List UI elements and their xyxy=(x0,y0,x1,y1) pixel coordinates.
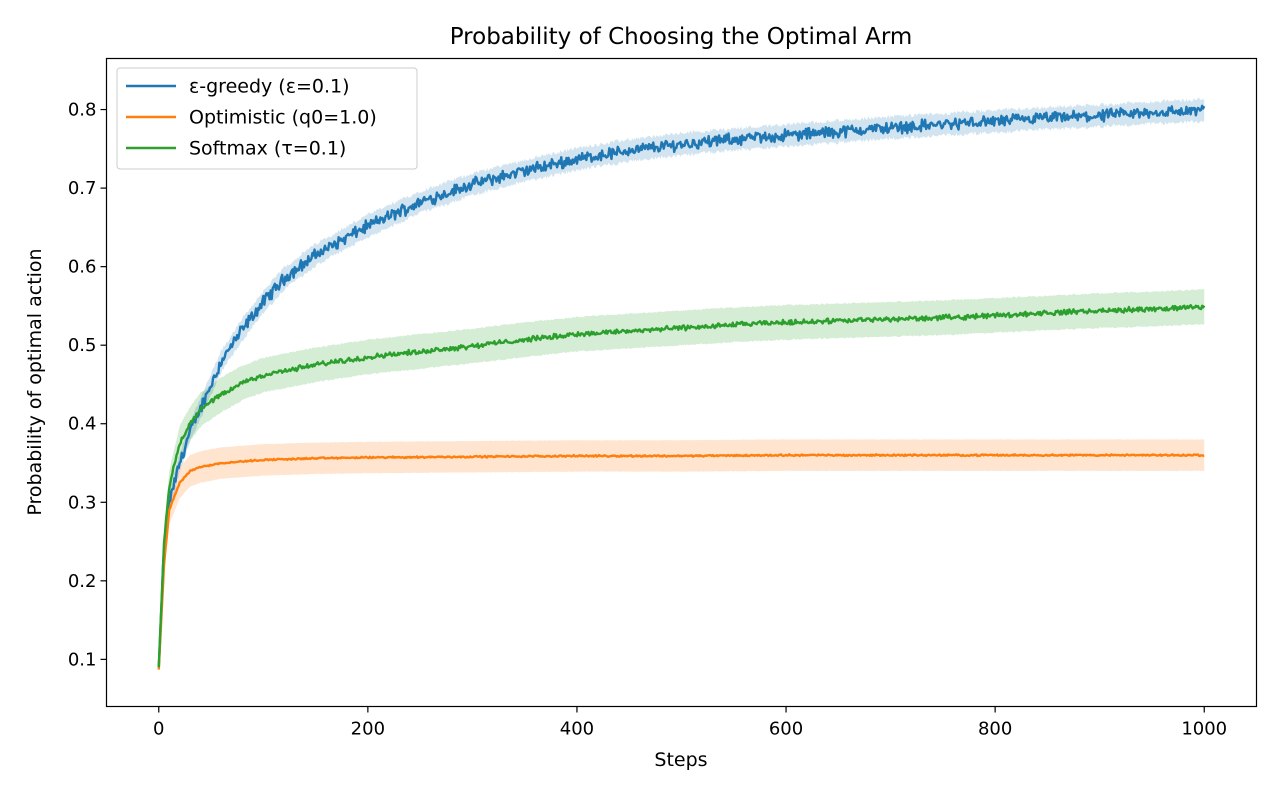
legend-box xyxy=(116,67,418,170)
y-axis-ticks: 0.1 0.2 0.3 0.4 0.5 0.6 0.7 0.8 xyxy=(68,100,107,670)
x-tick-label: 200 xyxy=(351,719,385,740)
x-tick-label: 600 xyxy=(769,719,803,740)
legend-label-2: Softmax (τ=0.1) xyxy=(189,138,346,160)
legend-label-1: Optimistic (q0=1.0) xyxy=(189,107,377,129)
series-line-2 xyxy=(157,303,1206,668)
series-band-1 xyxy=(158,439,1205,674)
y-axis-label: Probability of optimal action xyxy=(24,248,46,515)
x-axis-label: Steps xyxy=(654,749,707,771)
plot-area xyxy=(157,97,1206,674)
series-line-0 xyxy=(157,104,1206,668)
y-tick-label: 0.1 xyxy=(68,649,97,670)
legend: ε-greedy (ε=0.1) Optimistic (q0=1.0) Softm… xyxy=(116,67,418,170)
series-band-0 xyxy=(158,97,1205,672)
y-tick-label: 0.3 xyxy=(68,492,97,513)
confidence-bands xyxy=(158,97,1205,674)
y-tick-label: 0.4 xyxy=(68,414,97,435)
series-lines xyxy=(157,104,1206,670)
x-tick-label: 0 xyxy=(153,719,164,740)
x-tick-label: 1000 xyxy=(1181,719,1227,740)
series-line-1 xyxy=(157,453,1205,670)
y-tick-label: 0.8 xyxy=(68,100,97,121)
y-tick-label: 0.6 xyxy=(68,257,97,278)
chart-title: Probability of Choosing the Optimal Arm xyxy=(450,24,913,50)
axes-frame xyxy=(105,57,1258,708)
legend-label-0: ε-greedy (ε=0.1) xyxy=(189,76,350,98)
x-tick-label: 800 xyxy=(978,719,1012,740)
y-tick-label: 0.5 xyxy=(68,335,97,356)
x-tick-label: 400 xyxy=(560,719,594,740)
y-tick-label: 0.2 xyxy=(68,571,97,592)
x-axis-ticks: 0 200 400 600 800 1000 xyxy=(153,706,1227,740)
series-band-2 xyxy=(158,288,1205,672)
y-tick-label: 0.7 xyxy=(68,178,97,199)
